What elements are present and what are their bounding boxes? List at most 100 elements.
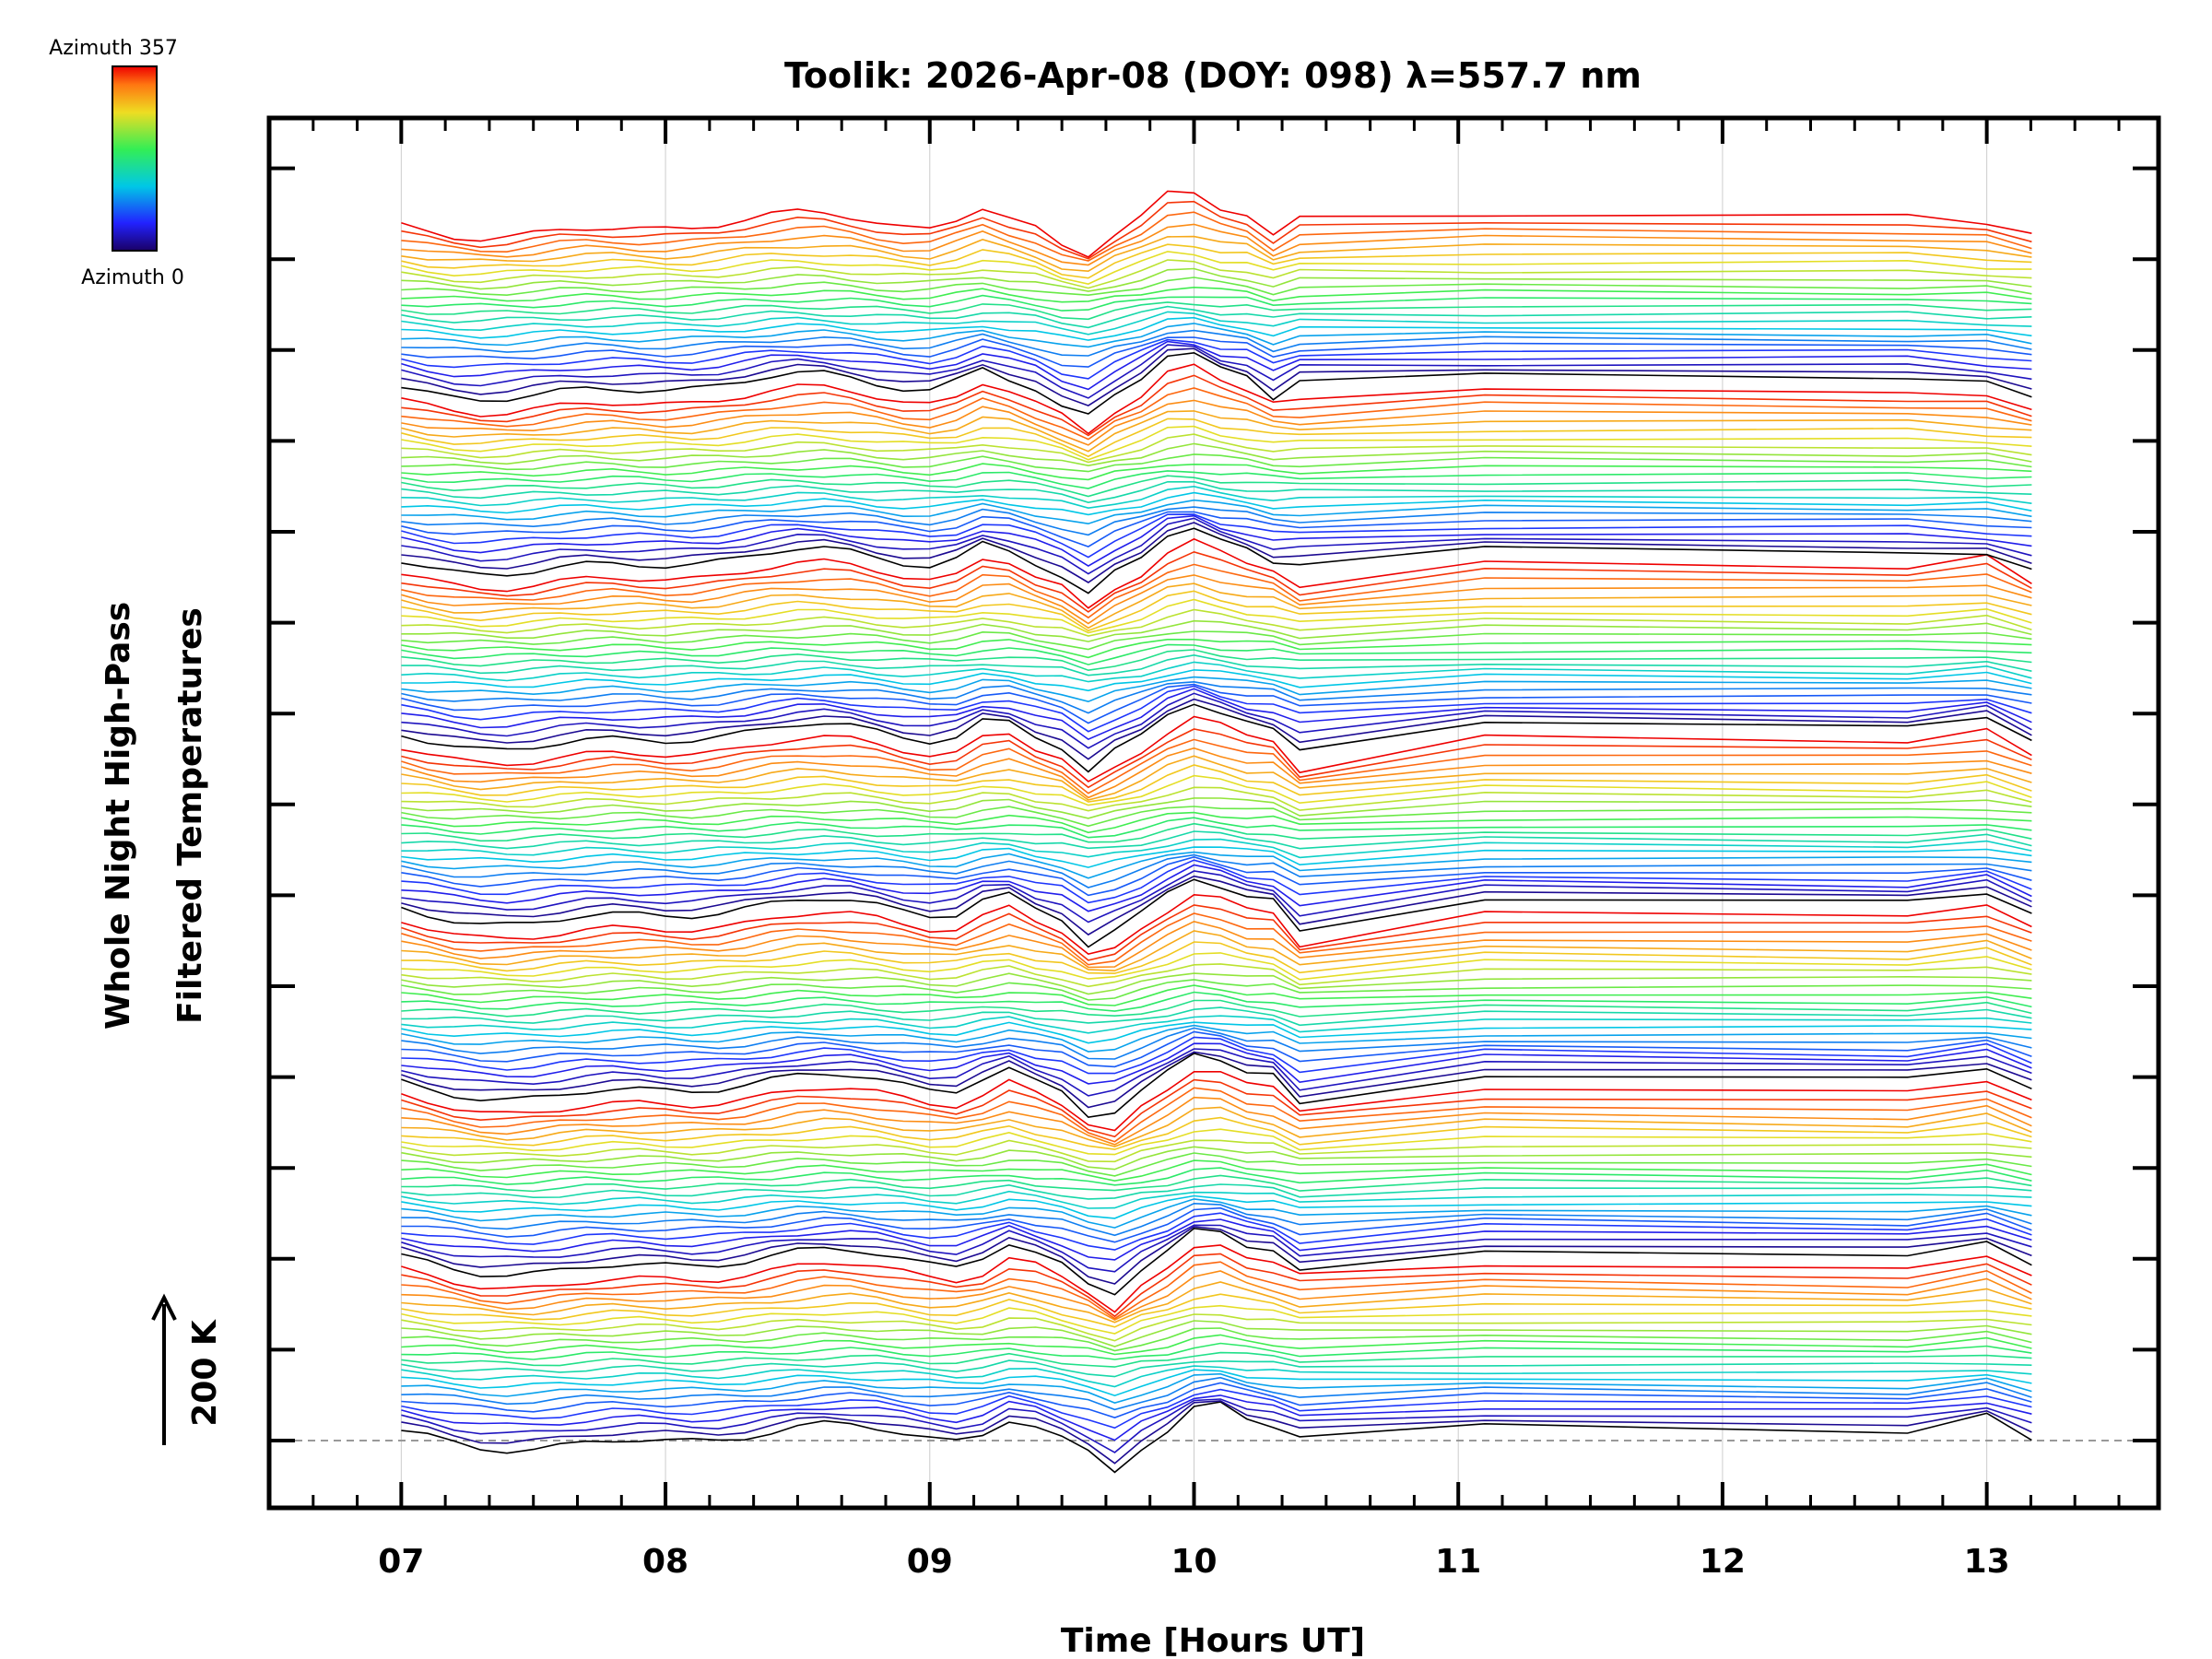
trace-zenith-2-azimuth-14 [401, 979, 2032, 1001]
trace-zenith-3-azimuth-7 [401, 851, 2032, 879]
trace-zenith-6-azimuth-8 [401, 316, 2032, 341]
trace-zenith-4-azimuth-15 [401, 619, 2032, 642]
trace-zenith-5-azimuth-23 [401, 363, 2032, 435]
trace-zenith-2-azimuth-9 [401, 1015, 2032, 1034]
trace-zenith-2-azimuth-2 [401, 1048, 2032, 1097]
trace-zenith-6-azimuth-9 [401, 311, 2032, 335]
trace-zenith-0-azimuth-7 [401, 1372, 2032, 1404]
trace-zenith-4-azimuth-16 [401, 608, 2032, 637]
trace-zenith-2-azimuth-0 [401, 1053, 2032, 1119]
trace-zenith-6-azimuth-13 [401, 286, 2032, 303]
trace-zenith-3-azimuth-19 [401, 755, 2032, 801]
trace-zenith-1-azimuth-6 [401, 1202, 2032, 1237]
trace-zenith-6-azimuth-4 [401, 338, 2032, 380]
trace-zenith-1-azimuth-7 [401, 1198, 2032, 1229]
trace-zenith-0-azimuth-23 [401, 1244, 2032, 1313]
trace-zenith-6-azimuth-7 [401, 323, 2032, 348]
trace-zenith-0-azimuth-13 [401, 1334, 2032, 1356]
trace-zenith-0-azimuth-8 [401, 1369, 2032, 1397]
trace-zenith-4-azimuth-4 [401, 685, 2032, 733]
trace-zenith-3-azimuth-18 [401, 764, 2032, 803]
trace-zenith-5-azimuth-22 [401, 374, 2032, 437]
x-tick-label-09: 09 [907, 1543, 953, 1581]
trace-zenith-1-azimuth-10 [401, 1183, 2032, 1200]
trace-zenith-6-azimuth-21 [401, 211, 2032, 262]
trace-zenith-4-azimuth-9 [401, 661, 2032, 683]
trace-zenith-3-azimuth-10 [401, 830, 2032, 850]
trace-zenith-3-azimuth-9 [401, 838, 2032, 859]
trace-zenith-2-azimuth-5 [401, 1030, 2032, 1068]
trace-zenith-5-azimuth-19 [401, 410, 2032, 453]
trace-zenith-1-azimuth-16 [401, 1139, 2032, 1163]
trace-zenith-1-azimuth-23 [401, 1071, 2032, 1132]
trace-zenith-2-azimuth-10 [401, 1006, 2032, 1027]
trace-zenith-5-azimuth-17 [401, 425, 2032, 461]
trace-zenith-1-azimuth-8 [401, 1194, 2032, 1219]
trace-zenith-6-azimuth-16 [401, 259, 2032, 289]
trace-zenith-5-azimuth-0 [401, 527, 2032, 594]
trace-zenith-0-azimuth-4 [401, 1388, 2032, 1430]
trace-zenith-4-azimuth-10 [401, 653, 2032, 677]
trace-zenith-0-azimuth-12 [401, 1342, 2032, 1360]
trace-zenith-4-azimuth-12 [401, 643, 2032, 665]
trace-zenith-2-azimuth-12 [401, 991, 2032, 1012]
trace-zenith-2-azimuth-3 [401, 1042, 2032, 1085]
trace-zenith-3-azimuth-4 [401, 859, 2032, 904]
trace-zenith-2-azimuth-18 [401, 941, 2032, 974]
trace-zenith-5-azimuth-8 [401, 491, 2032, 516]
trace-zenith-1-azimuth-4 [401, 1212, 2032, 1251]
x-tick-label-13: 13 [1964, 1543, 2010, 1581]
trace-zenith-5-azimuth-18 [401, 418, 2032, 458]
trace-zenith-3-azimuth-21 [401, 738, 2032, 794]
trace-zenith-6-azimuth-22 [401, 200, 2032, 260]
trace-zenith-4-azimuth-17 [401, 598, 2032, 634]
x-tick-label-10: 10 [1171, 1543, 1217, 1581]
trace-zenith-5-azimuth-11 [401, 475, 2032, 498]
data-traces [401, 190, 2032, 1474]
trace-zenith-3-azimuth-12 [401, 817, 2032, 839]
y-axis-label-line1: Whole Night High-Pass [100, 602, 137, 1030]
trace-zenith-6-azimuth-20 [401, 223, 2032, 266]
trace-zenith-5-azimuth-13 [401, 463, 2032, 481]
scale-bar-label: 200 K [186, 1319, 224, 1427]
trace-zenith-0-azimuth-5 [401, 1382, 2032, 1418]
trace-zenith-1-azimuth-18 [401, 1116, 2032, 1150]
x-tick-label-08: 08 [642, 1543, 688, 1581]
trace-zenith-3-azimuth-5 [401, 855, 2032, 897]
x-tick-label-07: 07 [378, 1543, 424, 1581]
x-tick-label-11: 11 [1435, 1543, 1481, 1581]
trace-zenith-2-azimuth-15 [401, 972, 2032, 995]
trace-zenith-4-azimuth-7 [401, 676, 2032, 703]
trace-zenith-5-azimuth-20 [401, 399, 2032, 446]
trace-zenith-5-azimuth-3 [401, 514, 2032, 568]
trace-zenith-1-azimuth-11 [401, 1174, 2032, 1193]
trace-zenith-5-azimuth-16 [401, 433, 2032, 464]
trace-zenith-0-azimuth-1 [401, 1400, 2032, 1465]
trace-zenith-1-azimuth-15 [401, 1146, 2032, 1171]
trace-zenith-1-azimuth-2 [401, 1224, 2032, 1273]
trace-zenith-3-azimuth-16 [401, 786, 2032, 812]
trace-zenith-1-azimuth-1 [401, 1226, 2032, 1285]
trace-zenith-6-azimuth-17 [401, 251, 2032, 285]
trace-zenith-6-azimuth-10 [401, 305, 2032, 329]
trace-zenith-0-azimuth-19 [401, 1281, 2032, 1324]
trace-zenith-5-azimuth-2 [401, 517, 2032, 575]
trace-zenith-4-azimuth-22 [401, 550, 2032, 613]
trace-zenith-4-azimuth-11 [401, 649, 2032, 672]
trace-zenith-2-azimuth-23 [401, 893, 2032, 955]
trace-zenith-5-azimuth-4 [401, 513, 2032, 559]
trace-zenith-4-azimuth-13 [401, 638, 2032, 659]
colorbar-bottom-label: Azimuth 0 [81, 266, 184, 289]
trace-zenith-3-azimuth-3 [401, 864, 2032, 912]
trace-zenith-1-azimuth-3 [401, 1218, 2032, 1261]
trace-zenith-6-azimuth-6 [401, 329, 2032, 357]
trace-zenith-5-azimuth-21 [401, 387, 2032, 441]
trace-zenith-6-azimuth-0 [401, 351, 2032, 415]
trace-zenith-3-azimuth-8 [401, 846, 2032, 868]
trace-zenith-2-azimuth-19 [401, 930, 2032, 972]
trace-zenith-0-azimuth-14 [401, 1327, 2032, 1352]
trace-zenith-1-azimuth-17 [401, 1128, 2032, 1156]
trace-zenith-6-azimuth-18 [401, 243, 2032, 279]
trace-zenith-6-azimuth-3 [401, 340, 2032, 391]
trace-zenith-0-azimuth-9 [401, 1365, 2032, 1388]
